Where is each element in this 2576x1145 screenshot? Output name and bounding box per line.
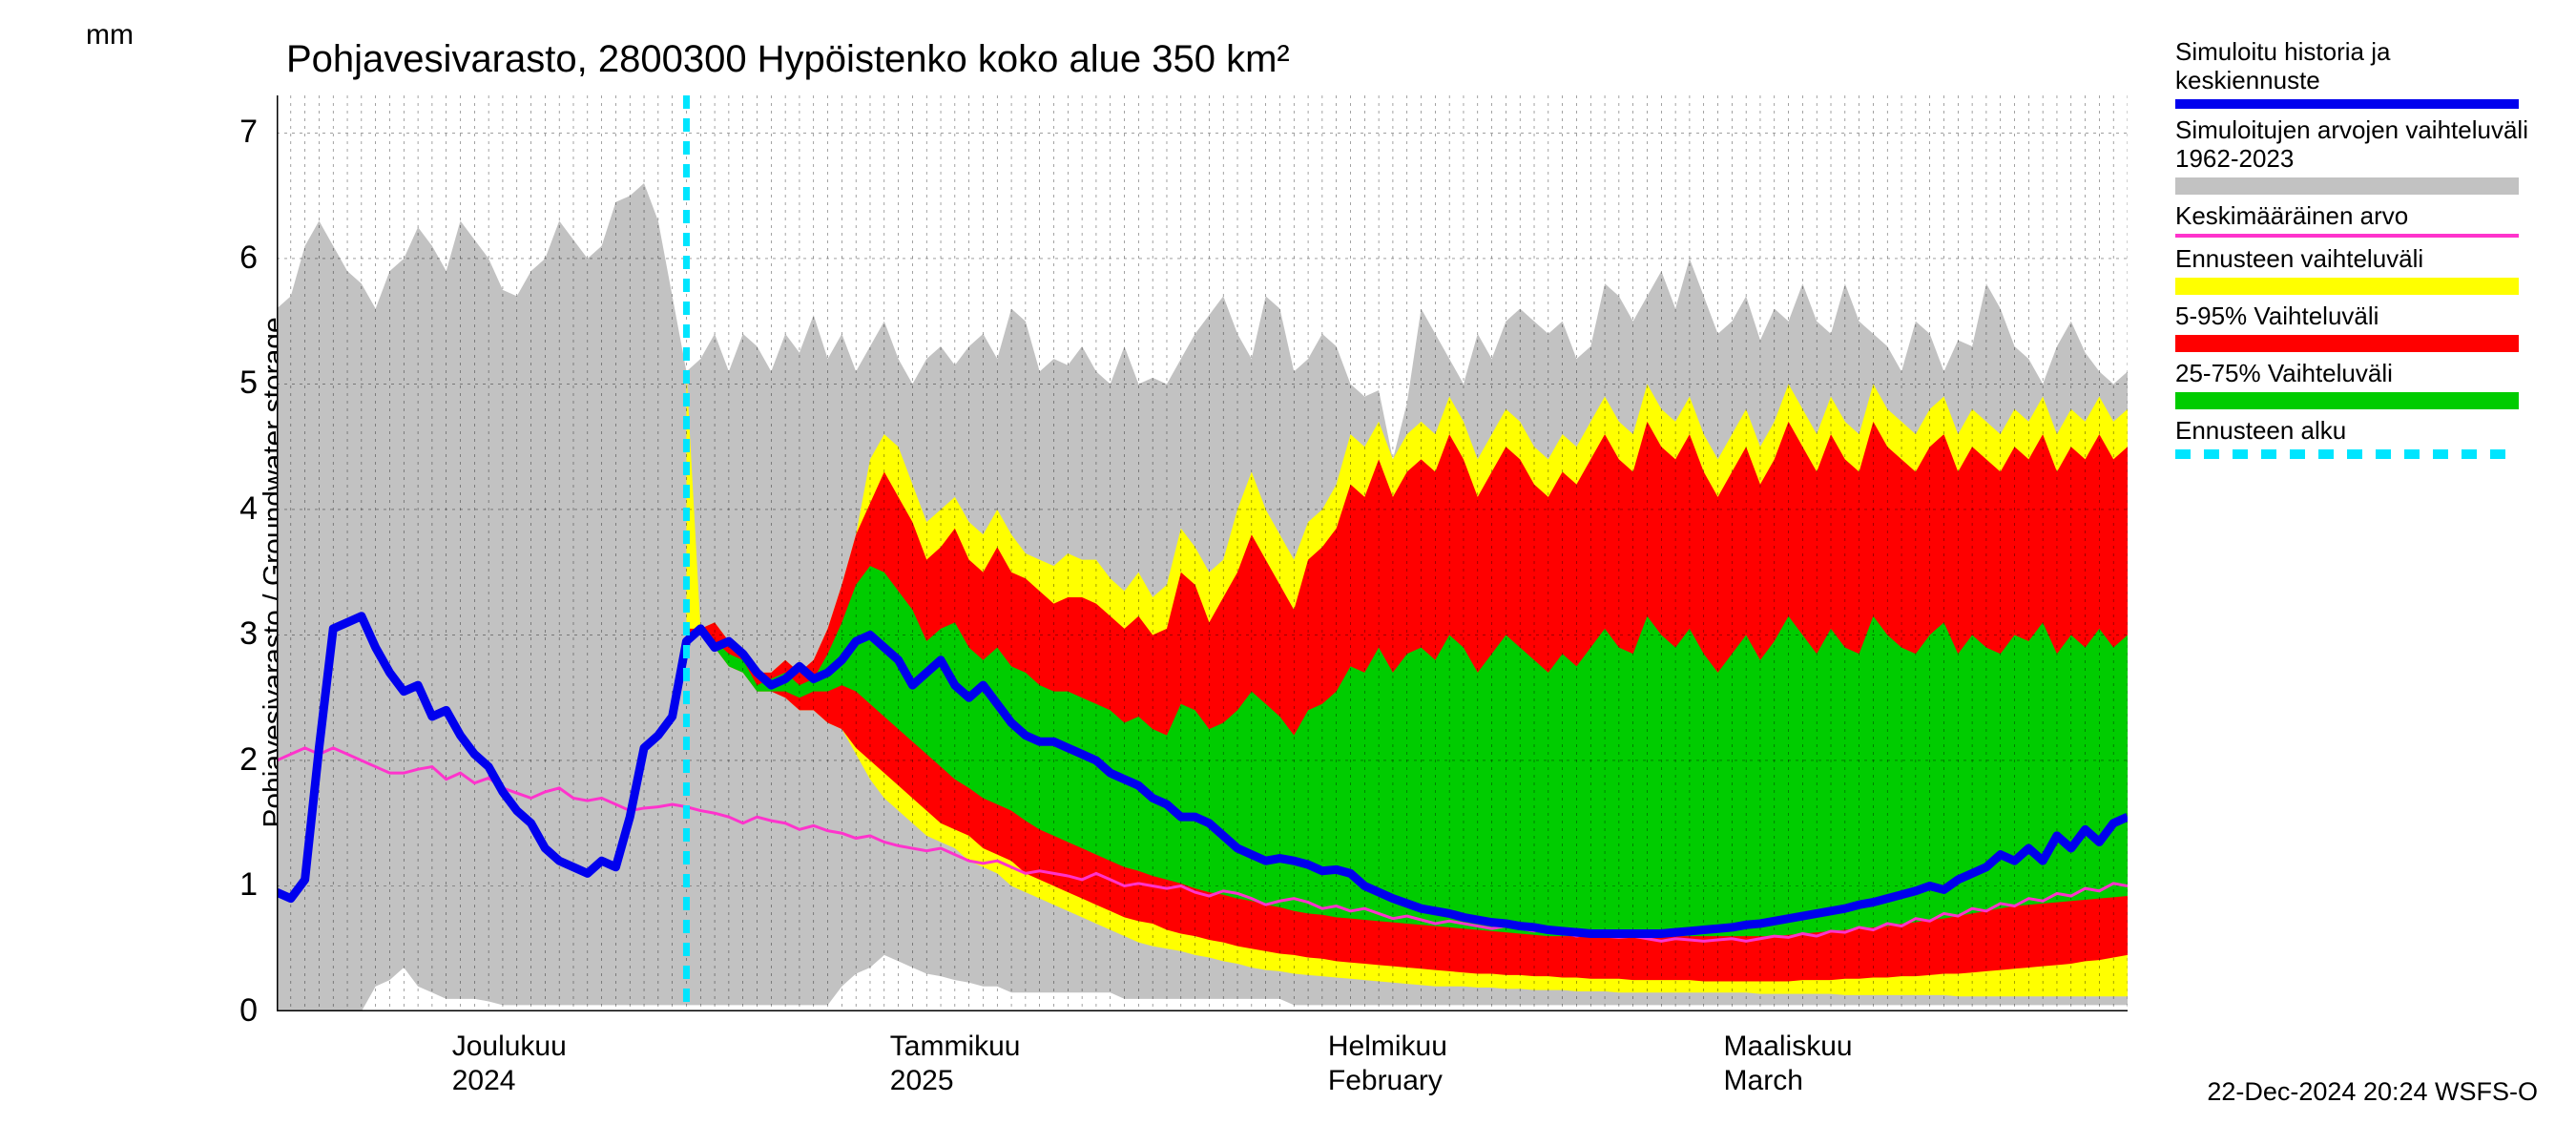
- chart-plot: [277, 95, 2128, 1011]
- legend-label: Ennusteen alku: [2175, 417, 2538, 446]
- legend-swatch: [2175, 99, 2519, 109]
- x-tick-label: Tammikuu: [890, 1030, 1021, 1063]
- x-tick-sublabel: 2024: [452, 1065, 516, 1097]
- legend-item: Simuloitu historia ja keskiennuste: [2175, 38, 2538, 109]
- legend-item: Keskimääräinen arvo: [2175, 202, 2538, 239]
- legend-label: Keskimääräinen arvo: [2175, 202, 2538, 231]
- legend-label: Ennusteen vaihteluväli: [2175, 245, 2538, 274]
- legend-item: Ennusteen vaihteluväli: [2175, 245, 2538, 295]
- y-tick-label: 3: [210, 615, 258, 653]
- x-tick-label: Joulukuu: [452, 1030, 567, 1063]
- legend-swatch: [2175, 449, 2519, 459]
- legend-swatch: [2175, 392, 2519, 409]
- legend-swatch: [2175, 335, 2519, 352]
- y-tick-label: 6: [210, 239, 258, 277]
- legend-item: 5-95% Vaihteluväli: [2175, 302, 2538, 352]
- y-tick-label: 2: [210, 741, 258, 779]
- chart-title: Pohjavesivarasto, 2800300 Hypöistenko ko…: [286, 38, 1290, 81]
- legend-swatch: [2175, 177, 2519, 195]
- legend-label: Simuloitu historia ja keskiennuste: [2175, 38, 2538, 95]
- x-tick-sublabel: February: [1328, 1065, 1443, 1097]
- legend-item: Ennusteen alku: [2175, 417, 2538, 459]
- legend-item: 25-75% Vaihteluväli: [2175, 360, 2538, 409]
- y-tick-label: 1: [210, 866, 258, 904]
- y-tick-label: 4: [210, 490, 258, 528]
- legend-swatch: [2175, 278, 2519, 295]
- legend-item: Simuloitujen arvojen vaihteluväli 1962-2…: [2175, 116, 2538, 195]
- legend-label: Simuloitujen arvojen vaihteluväli 1962-2…: [2175, 116, 2538, 174]
- x-tick-label: Helmikuu: [1328, 1030, 1447, 1063]
- y-axis-unit: mm: [86, 19, 134, 52]
- legend: Simuloitu historia ja keskiennuste Simulo…: [2175, 38, 2538, 467]
- x-tick-sublabel: 2025: [890, 1065, 954, 1097]
- y-tick-label: 7: [210, 114, 258, 151]
- y-tick-label: 0: [210, 992, 258, 1030]
- x-tick-sublabel: March: [1724, 1065, 1803, 1097]
- legend-label: 5-95% Vaihteluväli: [2175, 302, 2538, 331]
- legend-label: 25-75% Vaihteluväli: [2175, 360, 2538, 388]
- legend-swatch: [2175, 234, 2519, 238]
- x-tick-label: Maaliskuu: [1724, 1030, 1853, 1063]
- chart-container: Pohjavesivarasto / Groundwater storage m…: [0, 0, 2576, 1145]
- timestamp: 22-Dec-2024 20:24 WSFS-O: [2207, 1077, 2538, 1107]
- y-tick-label: 5: [210, 364, 258, 402]
